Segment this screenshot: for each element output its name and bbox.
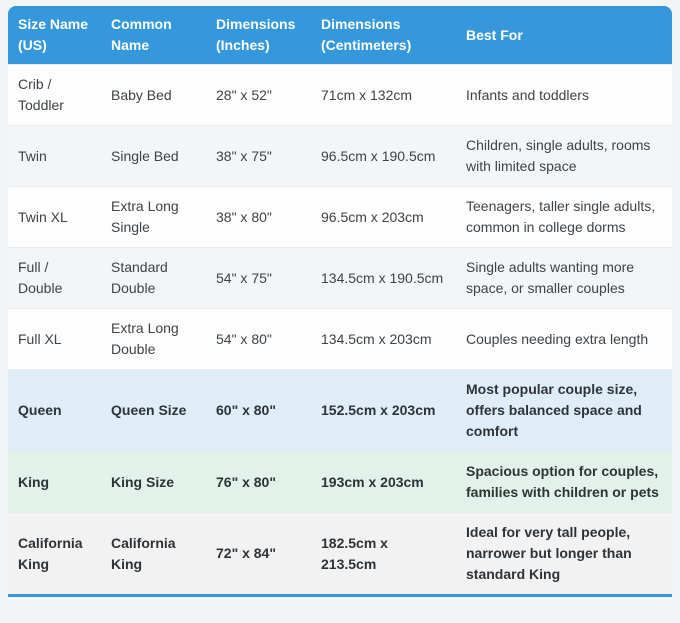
bed-size-table: Size Name (US) Common Name Dimensions (I… <box>8 6 672 594</box>
dimensions-inches-cell: 54" x 75" <box>206 247 311 308</box>
dimensions-centimeters-cell: 182.5cm x 213.5cm <box>311 512 456 594</box>
best-for-cell: Single adults wanting more space, or sma… <box>456 247 672 308</box>
best-for-cell: Most popular couple size, offers balance… <box>456 369 672 451</box>
dimensions-centimeters-cell: 134.5cm x 190.5cm <box>311 247 456 308</box>
column-header-dimensions-centimeters: Dimensions (Centimeters) <box>311 6 456 64</box>
bed-size-table-card: Size Name (US) Common Name Dimensions (I… <box>8 6 672 597</box>
dimensions-centimeters-cell: 71cm x 132cm <box>311 64 456 125</box>
dimensions-inches-cell: 38" x 75" <box>206 125 311 186</box>
size-name-cell: Twin <box>8 125 101 186</box>
column-header-size-name: Size Name (US) <box>8 6 101 64</box>
table-body: Crib / Toddler Baby Bed 28" x 52" 71cm x… <box>8 64 672 594</box>
dimensions-inches-cell: 54" x 80" <box>206 308 311 369</box>
size-name-cell: King <box>8 451 101 512</box>
header-row: Size Name (US) Common Name Dimensions (I… <box>8 6 672 64</box>
common-name-cell: Queen Size <box>101 369 206 451</box>
common-name-cell: Extra Long Double <box>101 308 206 369</box>
table-row: Twin Single Bed 38" x 75" 96.5cm x 190.5… <box>8 125 672 186</box>
table-row: Twin XL Extra Long Single 38" x 80" 96.5… <box>8 186 672 247</box>
size-name-cell: Queen <box>8 369 101 451</box>
dimensions-centimeters-cell: 152.5cm x 203cm <box>311 369 456 451</box>
common-name-cell: Single Bed <box>101 125 206 186</box>
best-for-cell: Spacious option for couples, families wi… <box>456 451 672 512</box>
dimensions-inches-cell: 38" x 80" <box>206 186 311 247</box>
dimensions-centimeters-cell: 134.5cm x 203cm <box>311 308 456 369</box>
dimensions-inches-cell: 76" x 80" <box>206 451 311 512</box>
size-name-cell: Crib / Toddler <box>8 64 101 125</box>
table-row: Full / Double Standard Double 54" x 75" … <box>8 247 672 308</box>
column-header-dimensions-inches: Dimensions (Inches) <box>206 6 311 64</box>
column-header-common-name: Common Name <box>101 6 206 64</box>
common-name-cell: Baby Bed <box>101 64 206 125</box>
dimensions-inches-cell: 28" x 52" <box>206 64 311 125</box>
size-name-cell: California King <box>8 512 101 594</box>
size-name-cell: Twin XL <box>8 186 101 247</box>
table-row: Full XL Extra Long Double 54" x 80" 134.… <box>8 308 672 369</box>
dimensions-inches-cell: 72" x 84" <box>206 512 311 594</box>
column-header-best-for: Best For <box>456 6 672 64</box>
best-for-cell: Children, single adults, rooms with limi… <box>456 125 672 186</box>
table-row: Crib / Toddler Baby Bed 28" x 52" 71cm x… <box>8 64 672 125</box>
table-bottom-accent-line <box>8 594 672 597</box>
table-row: King King Size 76" x 80" 193cm x 203cm S… <box>8 451 672 512</box>
common-name-cell: California King <box>101 512 206 594</box>
common-name-cell: King Size <box>101 451 206 512</box>
best-for-cell: Ideal for very tall people, narrower but… <box>456 512 672 594</box>
page: { "table": { "title": "Bed size comparis… <box>0 6 680 623</box>
table-row: California King California King 72" x 84… <box>8 512 672 594</box>
dimensions-centimeters-cell: 96.5cm x 203cm <box>311 186 456 247</box>
size-name-cell: Full / Double <box>8 247 101 308</box>
best-for-cell: Teenagers, taller single adults, common … <box>456 186 672 247</box>
best-for-cell: Infants and toddlers <box>456 64 672 125</box>
best-for-cell: Couples needing extra length <box>456 308 672 369</box>
table-row: Queen Queen Size 60" x 80" 152.5cm x 203… <box>8 369 672 451</box>
common-name-cell: Extra Long Single <box>101 186 206 247</box>
dimensions-centimeters-cell: 96.5cm x 190.5cm <box>311 125 456 186</box>
dimensions-centimeters-cell: 193cm x 203cm <box>311 451 456 512</box>
dimensions-inches-cell: 60" x 80" <box>206 369 311 451</box>
size-name-cell: Full XL <box>8 308 101 369</box>
table-header: Size Name (US) Common Name Dimensions (I… <box>8 6 672 64</box>
common-name-cell: Standard Double <box>101 247 206 308</box>
